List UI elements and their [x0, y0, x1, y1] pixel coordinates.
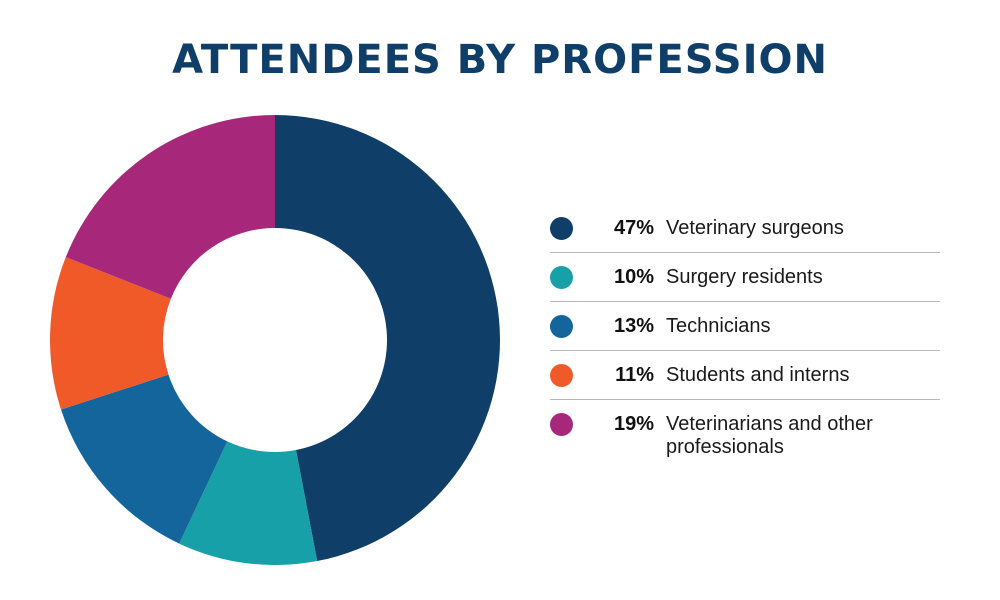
donut-slice-2 — [179, 441, 318, 565]
legend-percent: 10% — [613, 266, 654, 288]
donut-slice-4 — [50, 257, 171, 410]
legend-item: 47% Veterinary surgeons — [550, 204, 940, 253]
legend-swatch — [550, 413, 573, 436]
legend-percent: 19% — [613, 413, 654, 435]
legend-percent: 13% — [613, 315, 654, 337]
legend-item: 19% Veterinarians and other professionals — [550, 400, 940, 471]
legend-swatch — [550, 315, 573, 338]
legend-swatch — [550, 266, 573, 289]
donut-chart — [50, 115, 500, 565]
legend-item: 13% Technicians — [550, 302, 940, 351]
chart-title: ATTENDEES BY PROFESSION — [172, 37, 828, 83]
legend-label: Veterinarians and other professionals — [666, 413, 873, 458]
legend-label: Students and interns — [666, 364, 850, 386]
legend-percent: 11% — [615, 364, 654, 386]
donut-slice-3 — [61, 374, 228, 544]
donut-slice-1 — [275, 115, 500, 562]
donut-slice-5 — [65, 115, 275, 299]
legend-swatch — [550, 364, 573, 387]
legend-label: Veterinary surgeons — [666, 217, 844, 239]
legend-label: Technicians — [666, 315, 771, 337]
legend-item: 11% Students and interns — [550, 351, 940, 400]
legend-percent: 47% — [613, 217, 654, 239]
legend-label: Surgery residents — [666, 266, 823, 288]
legend-item: 10% Surgery residents — [550, 253, 940, 302]
legend-swatch — [550, 217, 573, 240]
legend: 47% Veterinary surgeons 10% Surgery residen… — [550, 204, 940, 471]
